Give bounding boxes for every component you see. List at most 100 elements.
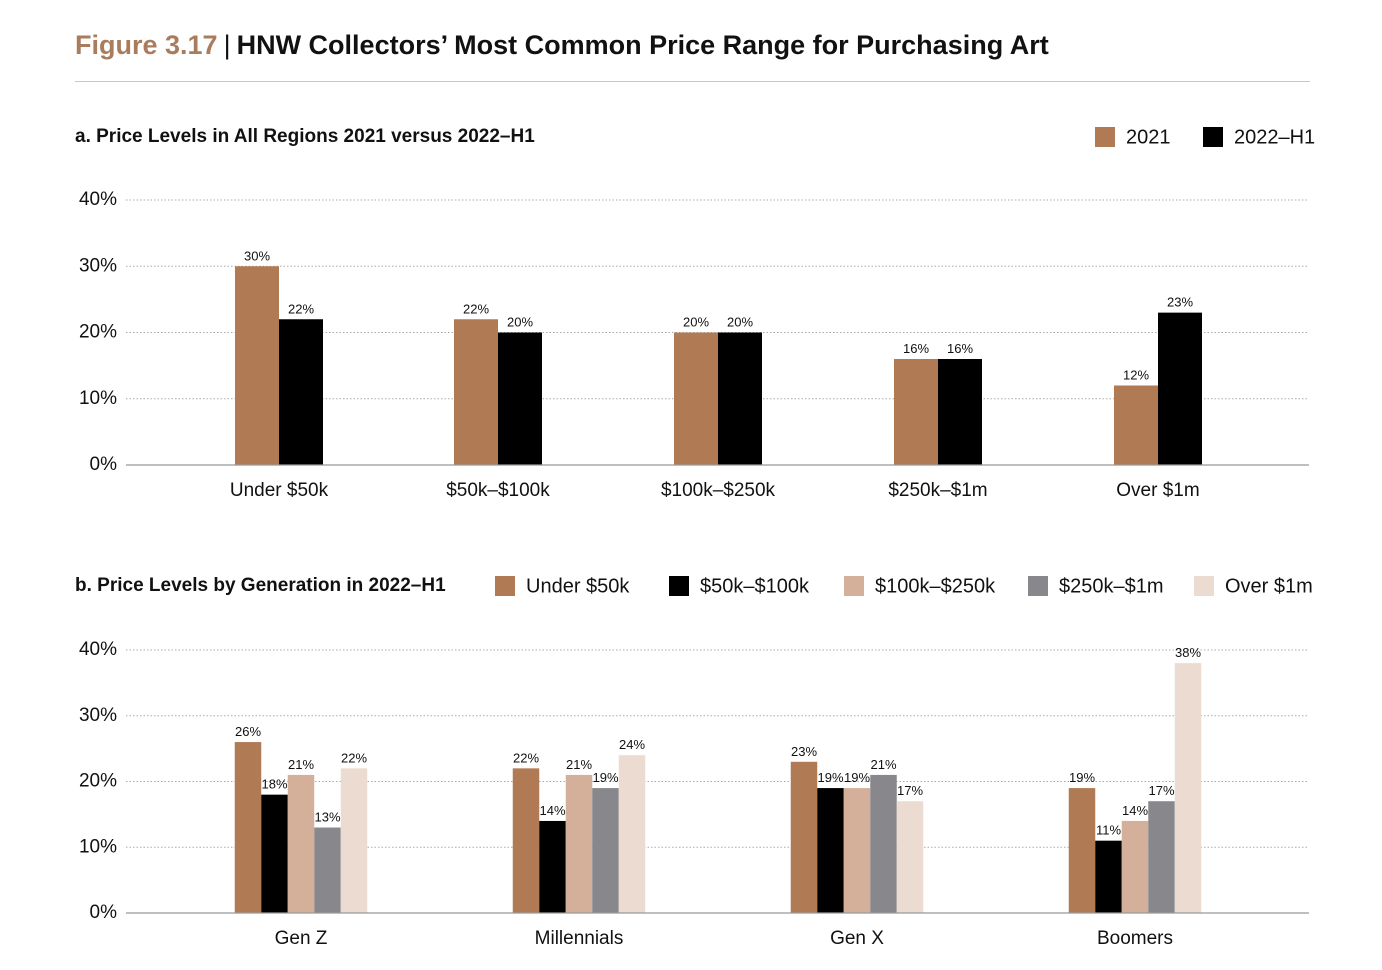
chart-b-y-tick-label: 40% xyxy=(79,639,117,660)
chart-a-bar-100k-250k-2022-h1 xyxy=(718,332,762,465)
chart-b-y-tick-label: 20% xyxy=(79,771,117,792)
chart-b-bar-gen-z-250k-1m xyxy=(314,827,341,913)
chart-b-bar-boomers-50k-100k xyxy=(1095,840,1122,913)
chart-b-bar-millennials-over-1m xyxy=(618,755,646,913)
chart-b-bar-gen-x-100k-250k xyxy=(843,788,871,913)
chart-b-data-label: 21% xyxy=(870,757,896,772)
chart-b-data-label: 11% xyxy=(1096,823,1121,838)
chart-b-title: b. Price Levels by Generation in 2022–H1 xyxy=(75,575,446,596)
chart-a-x-tick-label: Over $1m xyxy=(1116,480,1199,501)
chart-b-data-label: 21% xyxy=(288,757,314,772)
chart-b-data-label: 22% xyxy=(513,750,539,765)
chart-a-legend-label-2021: 2021 xyxy=(1126,126,1171,148)
chart-a-bar-50k-100k-2021 xyxy=(454,319,498,465)
chart-b-bar-gen-z-under-50k xyxy=(234,742,262,913)
chart-a-x-tick-label: $250k–$1m xyxy=(888,480,987,501)
chart-b-x-tick-label: Gen Z xyxy=(275,928,328,949)
chart-a-bar-under-50k-2022-h1 xyxy=(279,319,323,465)
chart-b-legend-swatch-100k-250k xyxy=(844,576,864,596)
chart-b-legend-swatch-50k-100k xyxy=(669,576,689,596)
chart-b-data-label: 26% xyxy=(235,724,261,739)
chart-b-data-label: 19% xyxy=(1069,770,1095,785)
chart-b-bar-gen-z-100k-250k xyxy=(287,774,315,913)
title-divider xyxy=(75,81,1310,82)
chart-a-bar-under-50k-2021 xyxy=(235,266,279,465)
chart-a-data-label: 30% xyxy=(244,248,270,263)
figure-number: Figure 3.17 xyxy=(75,30,218,60)
chart-b-x-tick-label: Boomers xyxy=(1097,928,1173,949)
chart-b-legend-label-50k-100k: $50k–$100k xyxy=(700,575,810,597)
chart-b-data-label: 19% xyxy=(844,770,870,785)
chart-b-data-label: 21% xyxy=(566,757,592,772)
chart-b-bar-millennials-50k-100k xyxy=(539,820,566,913)
figure-title: Figure 3.17 | HNW Collectors’ Most Common … xyxy=(75,30,1049,61)
chart-b-data-label: 14% xyxy=(539,803,565,818)
chart-b-bar-millennials-250k-1m xyxy=(592,788,619,913)
chart-a-data-label: 16% xyxy=(903,341,929,356)
chart-b-legend-label-250k-1m: $250k–$1m xyxy=(1059,575,1164,597)
chart-a-bar-over-1m-2022-h1 xyxy=(1158,312,1202,465)
title-separator: | xyxy=(223,30,231,60)
chart-b-data-label: 13% xyxy=(314,810,340,825)
chart-b-bar-boomers-over-1m xyxy=(1174,663,1202,913)
chart-b-bar-millennials-under-50k xyxy=(512,768,540,913)
chart-a-y-tick-label: 40% xyxy=(79,189,117,210)
chart-a-data-label: 16% xyxy=(947,341,973,356)
chart-b-bar-gen-x-50k-100k xyxy=(817,788,844,913)
chart-b-data-label: 14% xyxy=(1122,803,1148,818)
chart-b-bar-boomers-100k-250k xyxy=(1121,820,1149,913)
chart-a-legend-label-2022-h1: 2022–H1 xyxy=(1234,126,1315,148)
chart-b-bar-millennials-100k-250k xyxy=(565,774,593,913)
chart-a-data-label: 23% xyxy=(1167,295,1193,310)
chart-b-data-label: 22% xyxy=(341,750,367,765)
chart-b-x-tick-label: Millennials xyxy=(535,928,624,949)
chart-b-data-label: 38% xyxy=(1175,645,1201,660)
chart-a-bar-100k-250k-2021 xyxy=(674,332,718,465)
chart-b-bar-boomers-250k-1m xyxy=(1148,801,1175,913)
chart-b-legend-swatch-under-50k xyxy=(495,576,515,596)
chart-b-bar-boomers-under-50k xyxy=(1068,788,1096,913)
chart-b-legend-swatch-over-1m xyxy=(1194,576,1214,596)
chart-a-data-label: 20% xyxy=(507,315,533,330)
chart-a-bar-250k-1m-2022-h1 xyxy=(938,359,982,465)
chart-b-data-label: 17% xyxy=(1148,783,1174,798)
chart-b-legend-label-100k-250k: $100k–$250k xyxy=(875,575,996,597)
chart-b-data-label: 19% xyxy=(817,770,843,785)
chart-a-bar-250k-1m-2021 xyxy=(894,359,938,465)
chart-b-bar-gen-z-over-1m xyxy=(340,768,368,913)
chart-b-bar-gen-x-over-1m xyxy=(896,801,924,913)
chart-b-data-label: 23% xyxy=(791,744,817,759)
chart-b-data-label: 19% xyxy=(592,770,618,785)
chart-b-y-tick-label: 0% xyxy=(90,902,118,923)
chart-b-data-label: 24% xyxy=(619,737,645,752)
chart-a-y-tick-label: 30% xyxy=(79,255,117,276)
chart-a-data-label: 20% xyxy=(727,315,753,330)
chart-b-legend-label-over-1m: Over $1m xyxy=(1225,575,1313,597)
chart-a-data-label: 22% xyxy=(288,301,314,316)
chart-b-bar-gen-z-50k-100k xyxy=(261,794,288,913)
chart-a-legend-swatch-2022-h1 xyxy=(1203,127,1223,147)
chart-a-y-tick-label: 20% xyxy=(79,322,117,343)
chart-a-bar-50k-100k-2022-h1 xyxy=(498,332,542,465)
chart-b-y-tick-label: 30% xyxy=(79,705,117,726)
figure-title-text: HNW Collectors’ Most Common Price Range … xyxy=(236,30,1049,60)
chart-b-bar-gen-x-under-50k xyxy=(790,761,818,913)
chart-a-y-tick-label: 10% xyxy=(79,388,117,409)
chart-b-legend-swatch-250k-1m xyxy=(1028,576,1048,596)
chart-b-y-tick-label: 10% xyxy=(79,836,117,857)
chart-b-data-label: 17% xyxy=(897,783,923,798)
chart-a-y-tick-label: 0% xyxy=(90,454,118,475)
chart-b-legend-label-under-50k: Under $50k xyxy=(526,575,630,597)
chart-b-x-tick-label: Gen X xyxy=(830,928,884,949)
chart-a-data-label: 12% xyxy=(1123,368,1149,383)
chart-b-bar-gen-x-250k-1m xyxy=(870,774,897,913)
chart-a-x-tick-label: Under $50k xyxy=(230,480,329,501)
chart-b-data-label: 18% xyxy=(261,777,287,792)
chart-a-bar-over-1m-2021 xyxy=(1114,385,1158,465)
chart-a-data-label: 20% xyxy=(683,315,709,330)
chart-a-legend-swatch-2021 xyxy=(1095,127,1115,147)
chart-a-x-tick-label: $100k–$250k xyxy=(661,480,776,501)
chart-a-x-tick-label: $50k–$100k xyxy=(446,480,550,501)
chart-a-title: a. Price Levels in All Regions 2021 vers… xyxy=(75,126,535,147)
